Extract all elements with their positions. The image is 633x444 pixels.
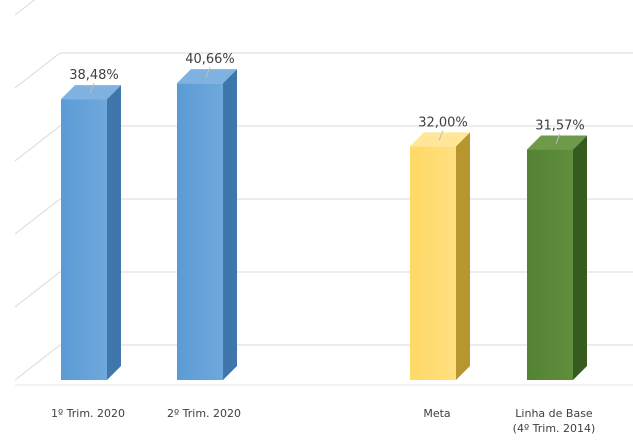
bar-top: [527, 135, 587, 150]
bar-front: [527, 149, 573, 380]
bar-top: [61, 85, 121, 100]
bar-top: [177, 69, 237, 84]
category-label: Meta: [423, 407, 450, 420]
bar-side: [107, 85, 121, 380]
category-label: 1º Trim. 2020: [51, 407, 125, 420]
bar-front: [177, 83, 223, 380]
bars: [61, 69, 587, 380]
data-label: 38,48%: [69, 68, 119, 83]
bar: [527, 135, 587, 380]
gridline: [14, 0, 36, 16]
category-label: 2º Trim. 2020: [167, 407, 241, 420]
category-labels: 1º Trim. 2020 2º Trim. 2020 Meta Linha de B…: [51, 407, 595, 435]
bar-top: [410, 132, 470, 147]
bar-side: [456, 132, 470, 380]
data-label: 31,57%: [535, 119, 585, 134]
leader-line: [89, 82, 95, 94]
leader-line: [555, 133, 561, 144]
bar: [61, 85, 121, 380]
bar-front: [410, 146, 456, 380]
bar: [410, 132, 470, 380]
bar: [177, 69, 237, 380]
bar-front: [61, 99, 107, 380]
category-label: (4º Trim. 2014): [513, 422, 596, 435]
category-label: Linha de Base: [515, 407, 593, 420]
leader-line: [438, 130, 444, 141]
data-labels: 38,48% 40,66% 32,00% 31,57%: [69, 52, 585, 144]
data-label: 32,00%: [418, 115, 468, 130]
bar-side: [223, 69, 237, 380]
data-label: 40,66%: [185, 52, 235, 67]
gridline: [14, 125, 633, 162]
gridline: [14, 52, 633, 89]
gridlines: [14, 0, 633, 386]
leader-line: [205, 66, 211, 78]
bar-side: [573, 135, 587, 380]
